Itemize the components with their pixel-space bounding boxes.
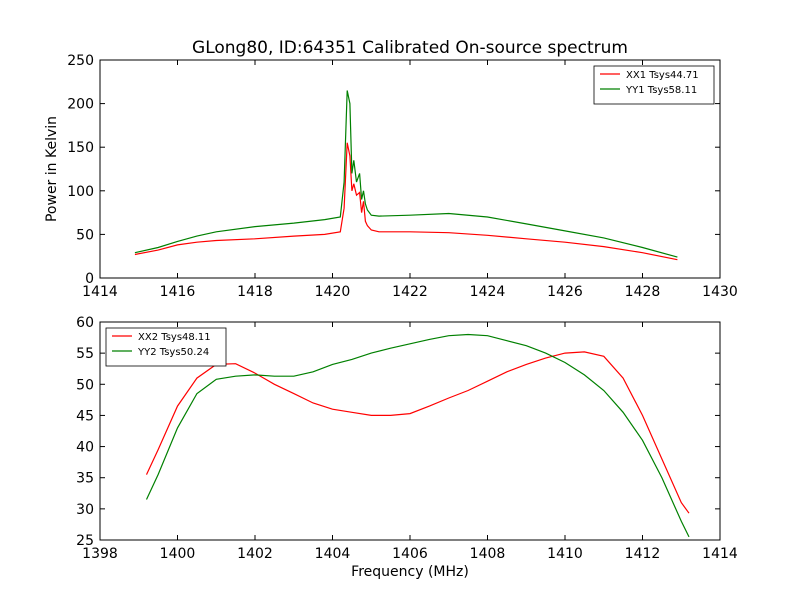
x-tick-label: 1400 [160, 546, 196, 562]
y-tick-label: 30 [76, 502, 94, 518]
x-tick-label: 1406 [392, 546, 428, 562]
y-tick-label: 100 [67, 184, 94, 200]
series-line-xx1 [134, 142, 678, 261]
x-tick-label: 1414 [82, 284, 118, 300]
top-subplot: 1414 1416 1418 1420 1422 1424 1426 1428 1430 0 50 1… [44, 53, 738, 300]
y-tick-label: 60 [76, 315, 94, 331]
series-line-xx2 [145, 351, 690, 514]
top-y-axis-label: Power in Kelvin [44, 116, 60, 222]
y-tick-label: 0 [85, 271, 94, 287]
top-subplot-marks [134, 90, 678, 261]
y-tick-label: 45 [76, 408, 94, 424]
series-line-yy2 [145, 333, 690, 538]
x-tick-label: 1410 [547, 546, 583, 562]
bottom-legend: XX2 Tsys48.11 YY2 Tsys50.24 [105, 327, 227, 367]
x-tick-label: 1412 [625, 546, 661, 562]
x-tick-label: 1430 [702, 284, 738, 300]
x-tick-label: 1424 [470, 284, 506, 300]
x-tick-label: 1398 [82, 546, 118, 562]
legend-label: YY1 Tsys58.11 [625, 85, 697, 96]
legend-box [593, 65, 715, 105]
x-tick-label: 1408 [470, 546, 506, 562]
y-tick-label: 40 [76, 440, 94, 456]
x-tick-label: 1420 [315, 284, 351, 300]
x-tick-label: 1414 [702, 546, 738, 562]
x-tick-label: 1426 [547, 284, 583, 300]
x-tick-label: 1428 [625, 284, 661, 300]
y-tick-label: 50 [76, 377, 94, 393]
top-subplot-ticks: 1414 1416 1418 1420 1422 1424 1426 1428 1430 0 50 1… [67, 53, 738, 300]
y-tick-label: 25 [76, 533, 94, 549]
bottom-subplot-ticks: 1398 1400 1402 1404 1406 1408 1410 1412 1414 25 30… [76, 315, 738, 562]
x-tick-label: 1416 [160, 284, 196, 300]
x-tick-label: 1422 [392, 284, 428, 300]
series-line-yy1 [134, 90, 678, 258]
y-tick-label: 200 [67, 97, 94, 113]
y-tick-label: 250 [67, 53, 94, 69]
bottom-subplot: 1398 1400 1402 1404 1406 1408 1410 1412 1414 25 30… [76, 315, 738, 580]
bottom-x-axis-label: Frequency (MHz) [351, 564, 469, 580]
x-tick-label: 1402 [237, 546, 273, 562]
top-legend: XX1 Tsys44.71 YY1 Tsys58.11 [593, 65, 715, 105]
y-tick-label: 55 [76, 346, 94, 362]
legend-label: YY2 Tsys50.24 [137, 347, 209, 358]
legend-box [105, 327, 227, 367]
bottom-subplot-marks [145, 333, 690, 538]
legend-label: XX1 Tsys44.71 [626, 70, 699, 81]
chart-title: GLong80, ID:64351 Calibrated On-source s… [192, 38, 628, 58]
x-tick-label: 1418 [237, 284, 273, 300]
x-tick-label: 1404 [315, 546, 351, 562]
y-tick-label: 150 [67, 140, 94, 156]
legend-label: XX2 Tsys48.11 [138, 332, 211, 343]
y-tick-label: 35 [76, 471, 94, 487]
y-tick-label: 50 [76, 227, 94, 243]
